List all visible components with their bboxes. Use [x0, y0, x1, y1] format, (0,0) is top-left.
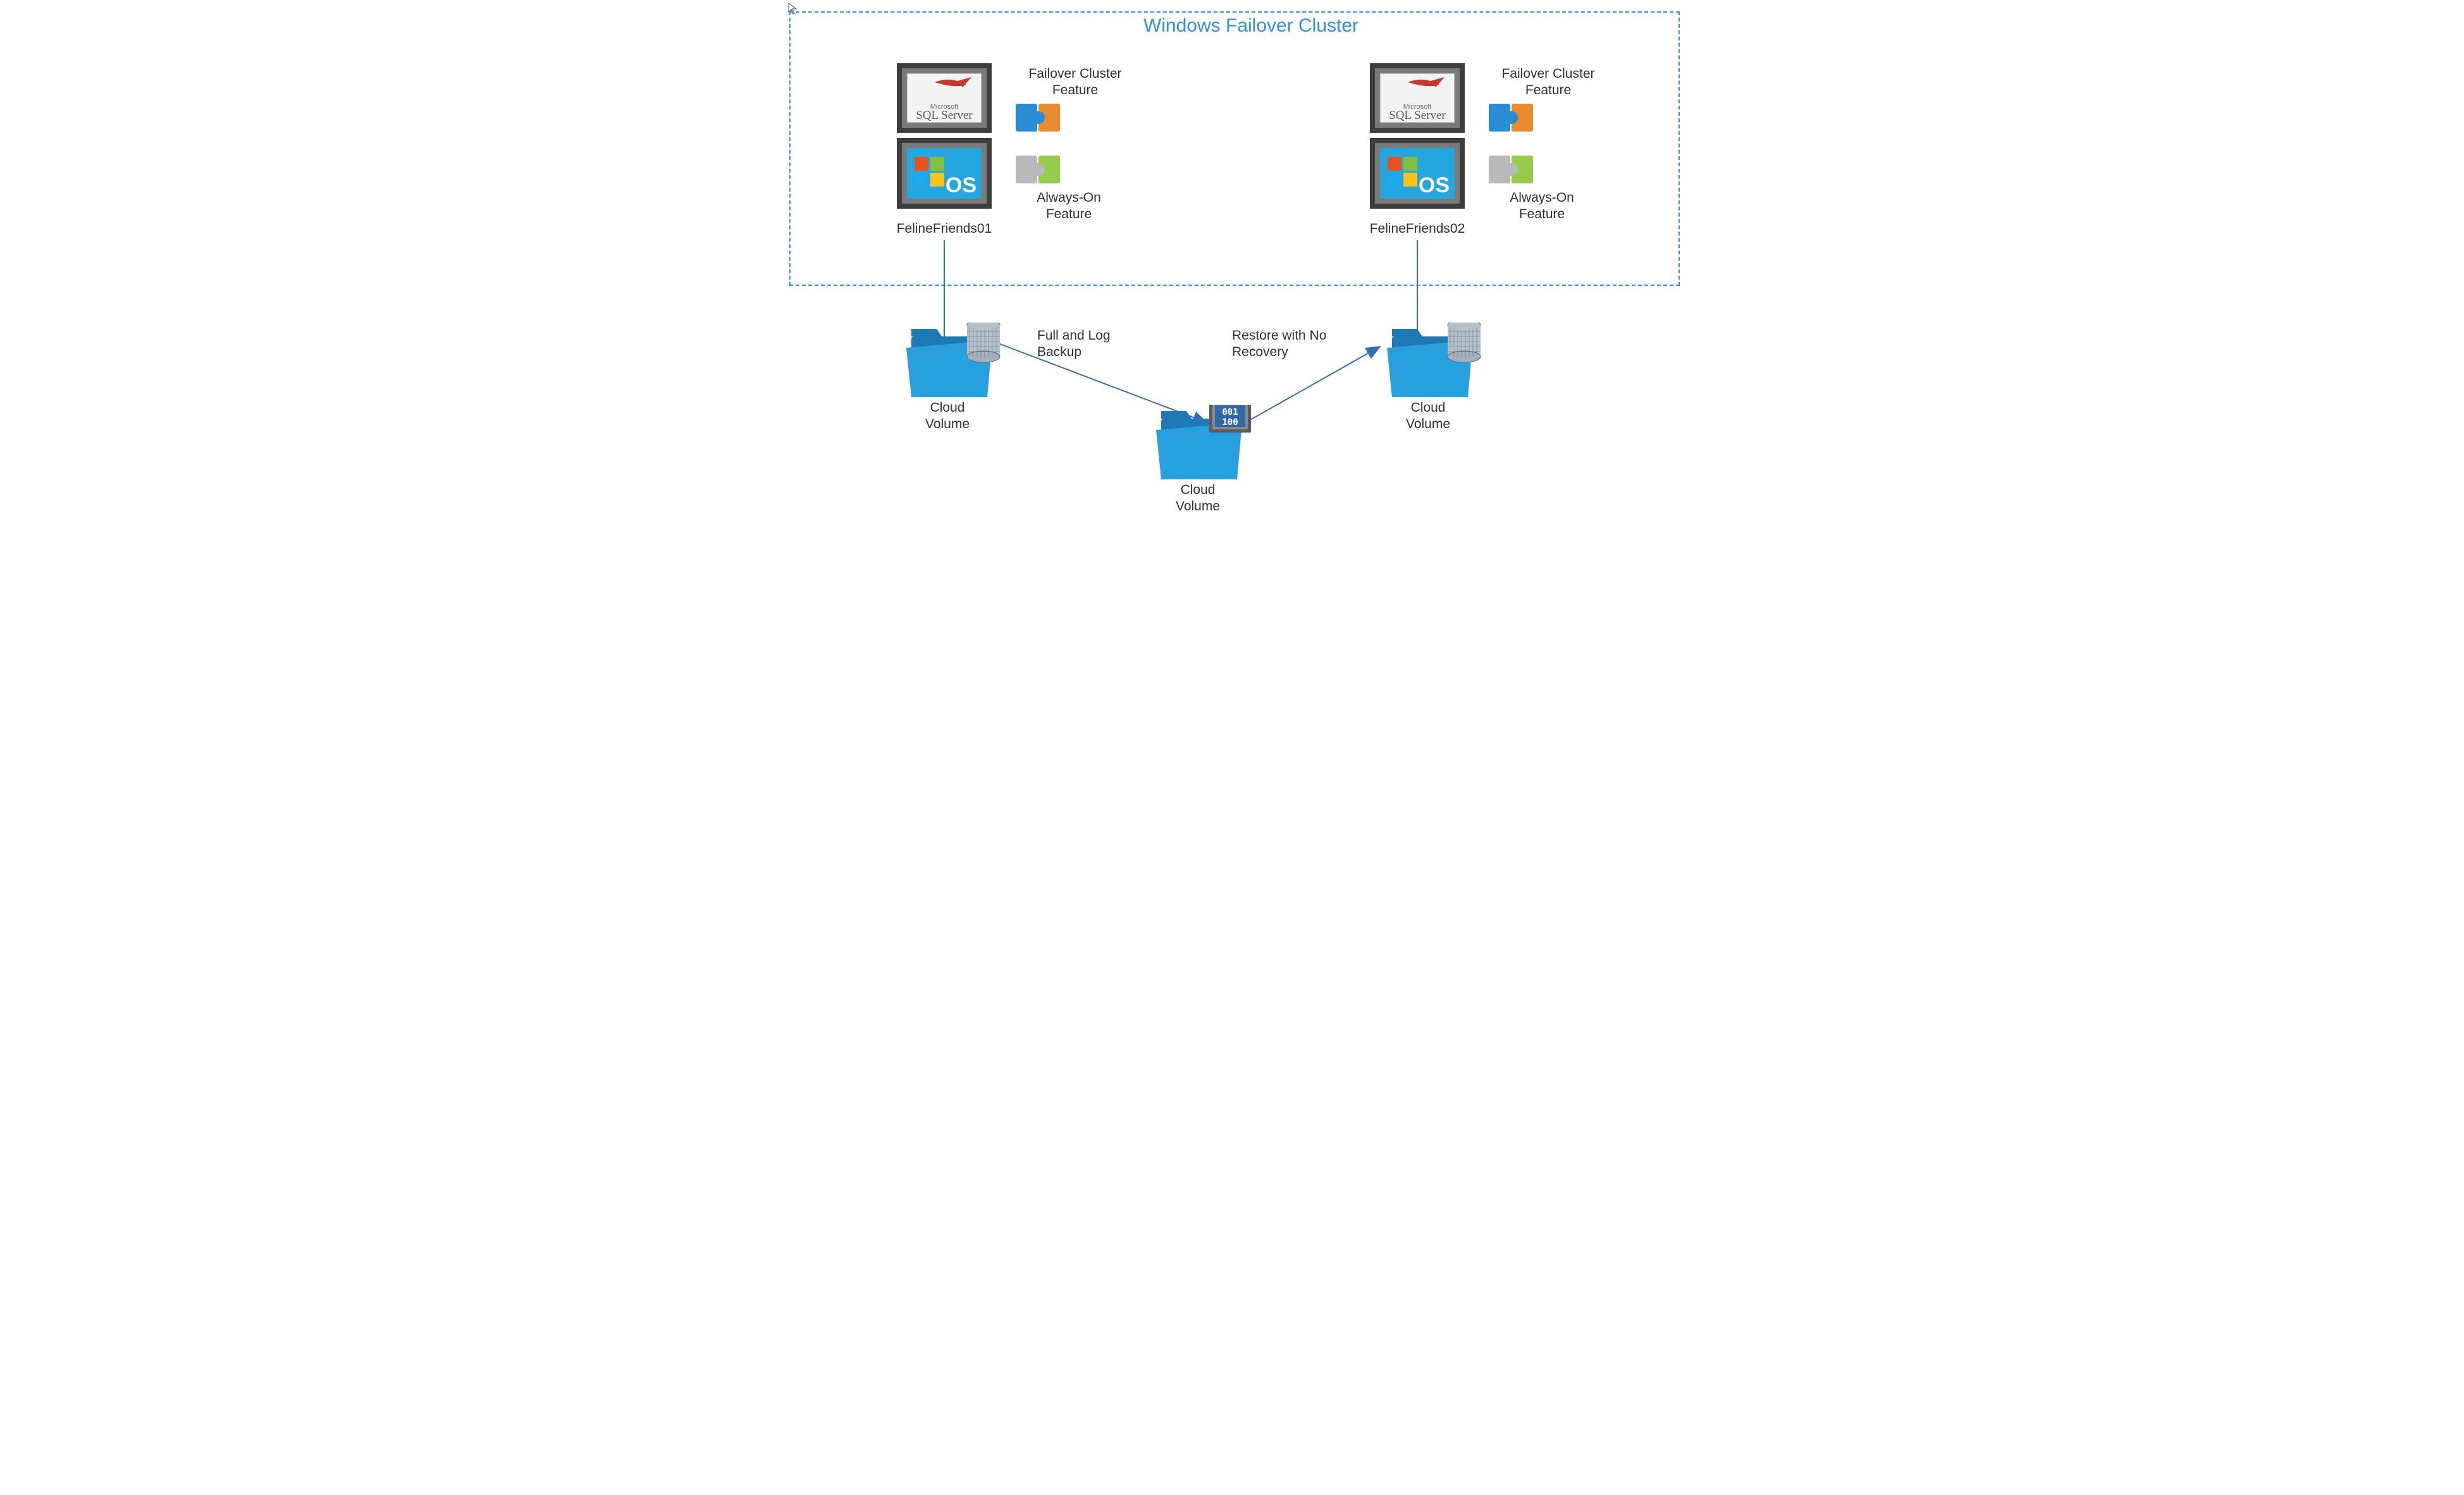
svg-text:001: 001: [1222, 407, 1238, 417]
svg-text:100: 100: [1222, 417, 1238, 428]
diagram-canvas: Windows Failover Cluster Microsoft SQL S…: [764, 0, 1700, 569]
edge-restore-label: Restore with NoRecovery: [1232, 328, 1371, 361]
volume-mid-label: CloudVolume: [1166, 482, 1229, 515]
volume-left-label: CloudVolume: [916, 400, 979, 433]
edge-backup-label: Full and LogBackup: [1037, 328, 1164, 361]
folder-binary-icon: 001 100: [1156, 405, 1257, 493]
folder-cylinder-icon: [906, 323, 1007, 411]
volume-right-label: CloudVolume: [1396, 400, 1460, 433]
folder-cylinder-icon: [1387, 323, 1488, 411]
